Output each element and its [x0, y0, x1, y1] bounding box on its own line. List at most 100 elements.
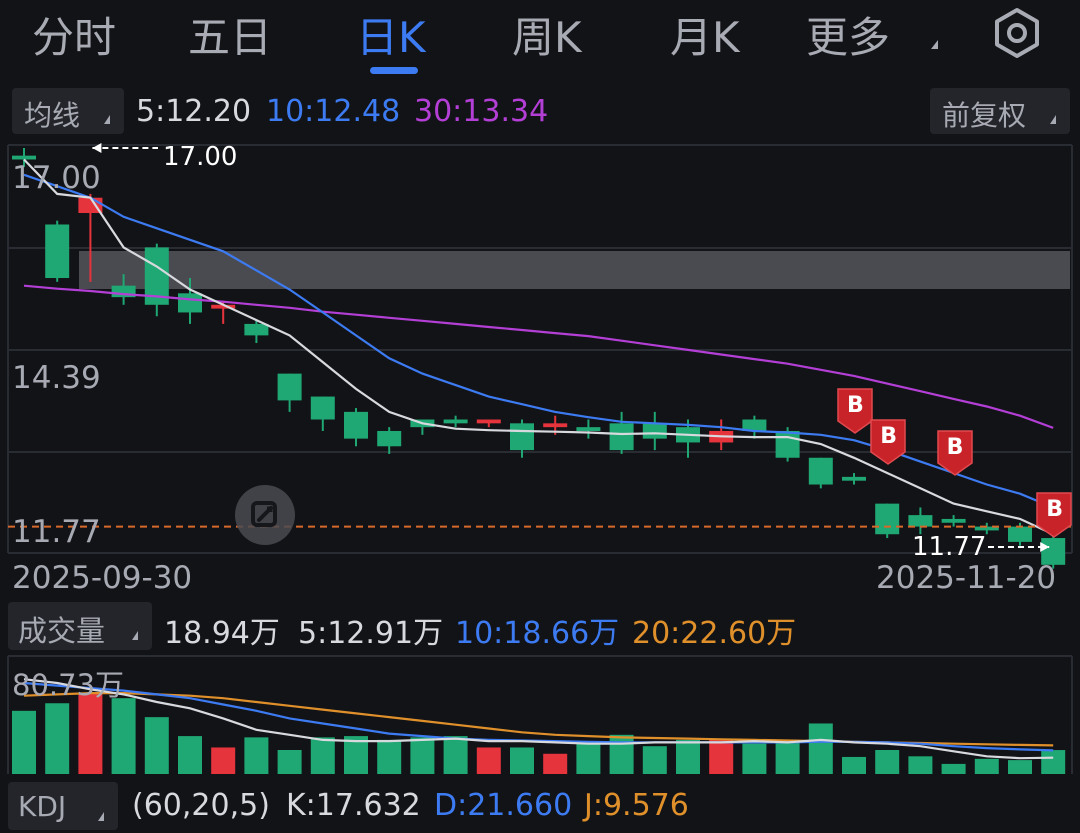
- volume-bar[interactable]: [277, 749, 302, 774]
- buy-signal-label: B: [847, 393, 864, 419]
- volume-bar[interactable]: [111, 698, 136, 774]
- candle[interactable]: [842, 473, 866, 485]
- candle[interactable]: [576, 419, 601, 439]
- high-price-arrow-icon: [92, 143, 102, 153]
- buy-signal-marker[interactable]: [936, 429, 974, 477]
- kdj-k-value: K:17.632: [286, 788, 421, 823]
- volume-indicator-selector[interactable]: 成交量: [8, 602, 152, 650]
- volume-bar[interactable]: [642, 746, 667, 774]
- candle[interactable]: [875, 503, 900, 539]
- buy-signal-label: B: [1046, 496, 1063, 522]
- volume-bar[interactable]: [78, 693, 103, 774]
- candle[interactable]: [244, 320, 269, 344]
- volume-bar[interactable]: [178, 736, 202, 774]
- low-price-marker-label: 11.77: [912, 532, 987, 562]
- high-price-marker-label: 17.00: [163, 142, 238, 172]
- buy-signal-label: B: [880, 423, 897, 449]
- volume-bar[interactable]: [45, 703, 70, 774]
- volume-bar[interactable]: [410, 737, 435, 774]
- adjust-selector-label: 前复权: [942, 99, 1027, 132]
- ma30-value: 30:13.34: [414, 94, 549, 129]
- ma30-line: [23, 284, 1054, 429]
- volume-bar[interactable]: [1008, 760, 1032, 774]
- ma5-value: 5:12.20: [136, 94, 252, 129]
- candle[interactable]: [609, 411, 634, 454]
- adjust-selector[interactable]: 前复权: [930, 88, 1070, 134]
- volume-bar[interactable]: [576, 742, 601, 774]
- volume-bar[interactable]: [709, 738, 734, 774]
- kdj-j-value: J:9.576: [584, 788, 689, 823]
- candle[interactable]: [510, 419, 534, 458]
- tab-five-day[interactable]: 五日: [188, 13, 273, 62]
- active-tab-indicator: [370, 67, 418, 74]
- volume-bar[interactable]: [310, 737, 335, 774]
- volume-bar[interactable]: [211, 747, 236, 774]
- volume-bar[interactable]: [775, 739, 800, 774]
- volume-bar[interactable]: [974, 758, 999, 774]
- volume-bar[interactable]: [941, 763, 966, 774]
- volume-bar[interactable]: [908, 756, 933, 774]
- candle[interactable]: [443, 415, 468, 428]
- volume-bar[interactable]: [808, 723, 833, 774]
- volume-bar[interactable]: [443, 736, 468, 774]
- volume-bar[interactable]: [12, 710, 36, 774]
- volume-bar[interactable]: [742, 743, 767, 774]
- candle[interactable]: [941, 515, 966, 527]
- candle[interactable]: [808, 457, 833, 489]
- tab-intraday[interactable]: 分时: [32, 13, 117, 62]
- ma5-line: [23, 158, 1054, 536]
- ma-selector-caret-icon: [104, 115, 110, 124]
- volume-selector-caret-icon: [132, 631, 138, 640]
- tab-weekly-k[interactable]: 周K: [512, 13, 582, 62]
- volume-bar[interactable]: [344, 736, 368, 774]
- candle[interactable]: [377, 427, 402, 454]
- candle[interactable]: [974, 522, 999, 535]
- candle[interactable]: [476, 419, 501, 428]
- volume-axis-top-label: 80.73万: [12, 668, 125, 702]
- tab-daily-k[interactable]: 日K: [356, 13, 426, 62]
- volume-bar[interactable]: [244, 737, 269, 774]
- gear-icon[interactable]: [990, 6, 1044, 60]
- candle[interactable]: [742, 415, 767, 439]
- volume-bar[interactable]: [377, 739, 402, 774]
- tab-more[interactable]: 更多: [806, 13, 891, 62]
- volume-bar[interactable]: [875, 749, 900, 774]
- low-price-arrow-icon: [1040, 542, 1050, 552]
- volume-bar[interactable]: [543, 753, 568, 774]
- tab-monthly-k[interactable]: 月K: [670, 13, 740, 62]
- volume-current-value: 18.94万: [164, 616, 280, 651]
- volume-ma20-value: 20:22.60万: [632, 616, 797, 651]
- candle[interactable]: [1041, 536, 1066, 569]
- volume-ma10-value: 10:18.66万: [455, 616, 620, 651]
- volume-bar[interactable]: [510, 747, 534, 774]
- buy-signal-marker[interactable]: [1035, 491, 1073, 539]
- candle[interactable]: [277, 373, 302, 412]
- candle[interactable]: [908, 507, 933, 535]
- volume-bar[interactable]: [676, 739, 700, 774]
- buy-signal-marker[interactable]: [836, 387, 874, 435]
- draw-tool-button[interactable]: [234, 484, 296, 546]
- candle[interactable]: [12, 148, 36, 168]
- period-tab-bar: 分时 五日 日K 周K 月K 更多: [0, 0, 1080, 82]
- kdj-indicator-selector[interactable]: KDJ: [8, 782, 118, 830]
- candle[interactable]: [111, 274, 136, 305]
- volume-bar[interactable]: [476, 747, 501, 774]
- volume-ma5-value: 5:12.91万: [298, 616, 444, 651]
- candle[interactable]: [642, 411, 667, 451]
- candle[interactable]: [344, 408, 368, 447]
- volume-bar[interactable]: [144, 717, 169, 774]
- volume-bar[interactable]: [609, 734, 634, 774]
- candle[interactable]: [310, 396, 335, 431]
- kdj-selector-label: KDJ: [18, 790, 67, 823]
- price-label-mid: 14.39: [12, 360, 101, 396]
- kdj-selector-caret-icon: [98, 812, 104, 821]
- candle[interactable]: [45, 220, 70, 282]
- buy-signal-marker[interactable]: [869, 418, 907, 466]
- volume-bar[interactable]: [1041, 750, 1066, 774]
- date-label-end: 2025-11-20: [876, 560, 1057, 596]
- volume-bar[interactable]: [842, 756, 866, 774]
- date-label-start: 2025-09-30: [12, 560, 193, 596]
- ma-selector[interactable]: 均线: [12, 88, 124, 134]
